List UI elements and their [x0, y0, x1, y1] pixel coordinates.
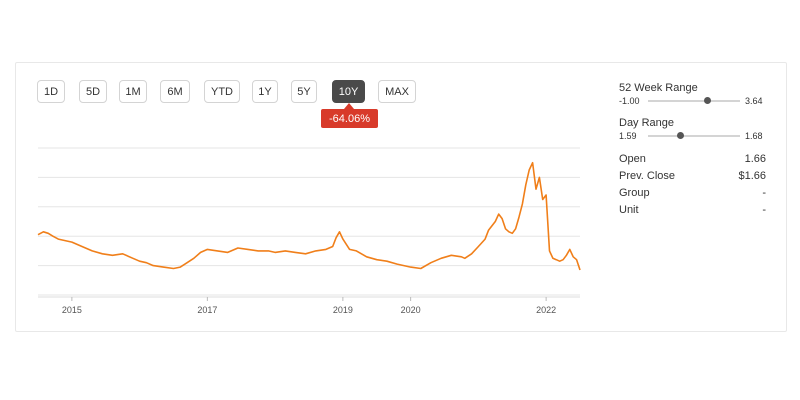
- unit-value: -: [762, 204, 766, 216]
- week52-range-label: 52 Week Range: [619, 82, 698, 94]
- prev-close-value: $1.66: [738, 170, 766, 182]
- x-tick-label: 2017: [197, 305, 217, 315]
- range-button-10y[interactable]: 10Y: [332, 80, 365, 103]
- prev-close-label: Prev. Close: [619, 170, 676, 182]
- range-button-max[interactable]: MAX: [378, 80, 416, 103]
- x-tick-label: 2019: [333, 305, 353, 315]
- price-series-line: [37, 161, 581, 271]
- range-button-1d[interactable]: 1D: [37, 80, 65, 103]
- day-low: 1.59: [619, 131, 637, 141]
- range-button-1y[interactable]: 1Y: [252, 80, 278, 103]
- x-tick-label: 2022: [536, 305, 556, 315]
- price-line-chart: 0246820152017201920202022: [37, 147, 581, 315]
- x-tick-label: 2020: [401, 305, 421, 315]
- change-badge: -64.06%: [321, 109, 378, 128]
- week52-high: 3.64: [745, 96, 763, 106]
- open-value: 1.66: [744, 153, 766, 165]
- range-button-1m[interactable]: 1M: [119, 80, 147, 103]
- range-button-6m[interactable]: 6M: [160, 80, 190, 103]
- group-value: -: [762, 187, 766, 199]
- open-label: Open: [619, 153, 646, 165]
- day-track: [648, 135, 740, 137]
- group-label: Group: [619, 187, 650, 199]
- range-button-ytd[interactable]: YTD: [204, 80, 240, 103]
- week52-low: -1.00: [619, 96, 640, 106]
- chart-card: [15, 62, 787, 332]
- range-button-5y[interactable]: 5Y: [291, 80, 317, 103]
- day-high: 1.68: [745, 131, 763, 141]
- day-marker: [676, 132, 684, 139]
- unit-label: Unit: [619, 204, 639, 216]
- day-range-label: Day Range: [619, 117, 675, 129]
- change-badge-pointer: [344, 103, 354, 109]
- week52-track: [648, 100, 740, 102]
- x-tick-label: 2015: [62, 305, 82, 315]
- week52-marker: [704, 97, 712, 104]
- range-button-5d[interactable]: 5D: [79, 80, 107, 103]
